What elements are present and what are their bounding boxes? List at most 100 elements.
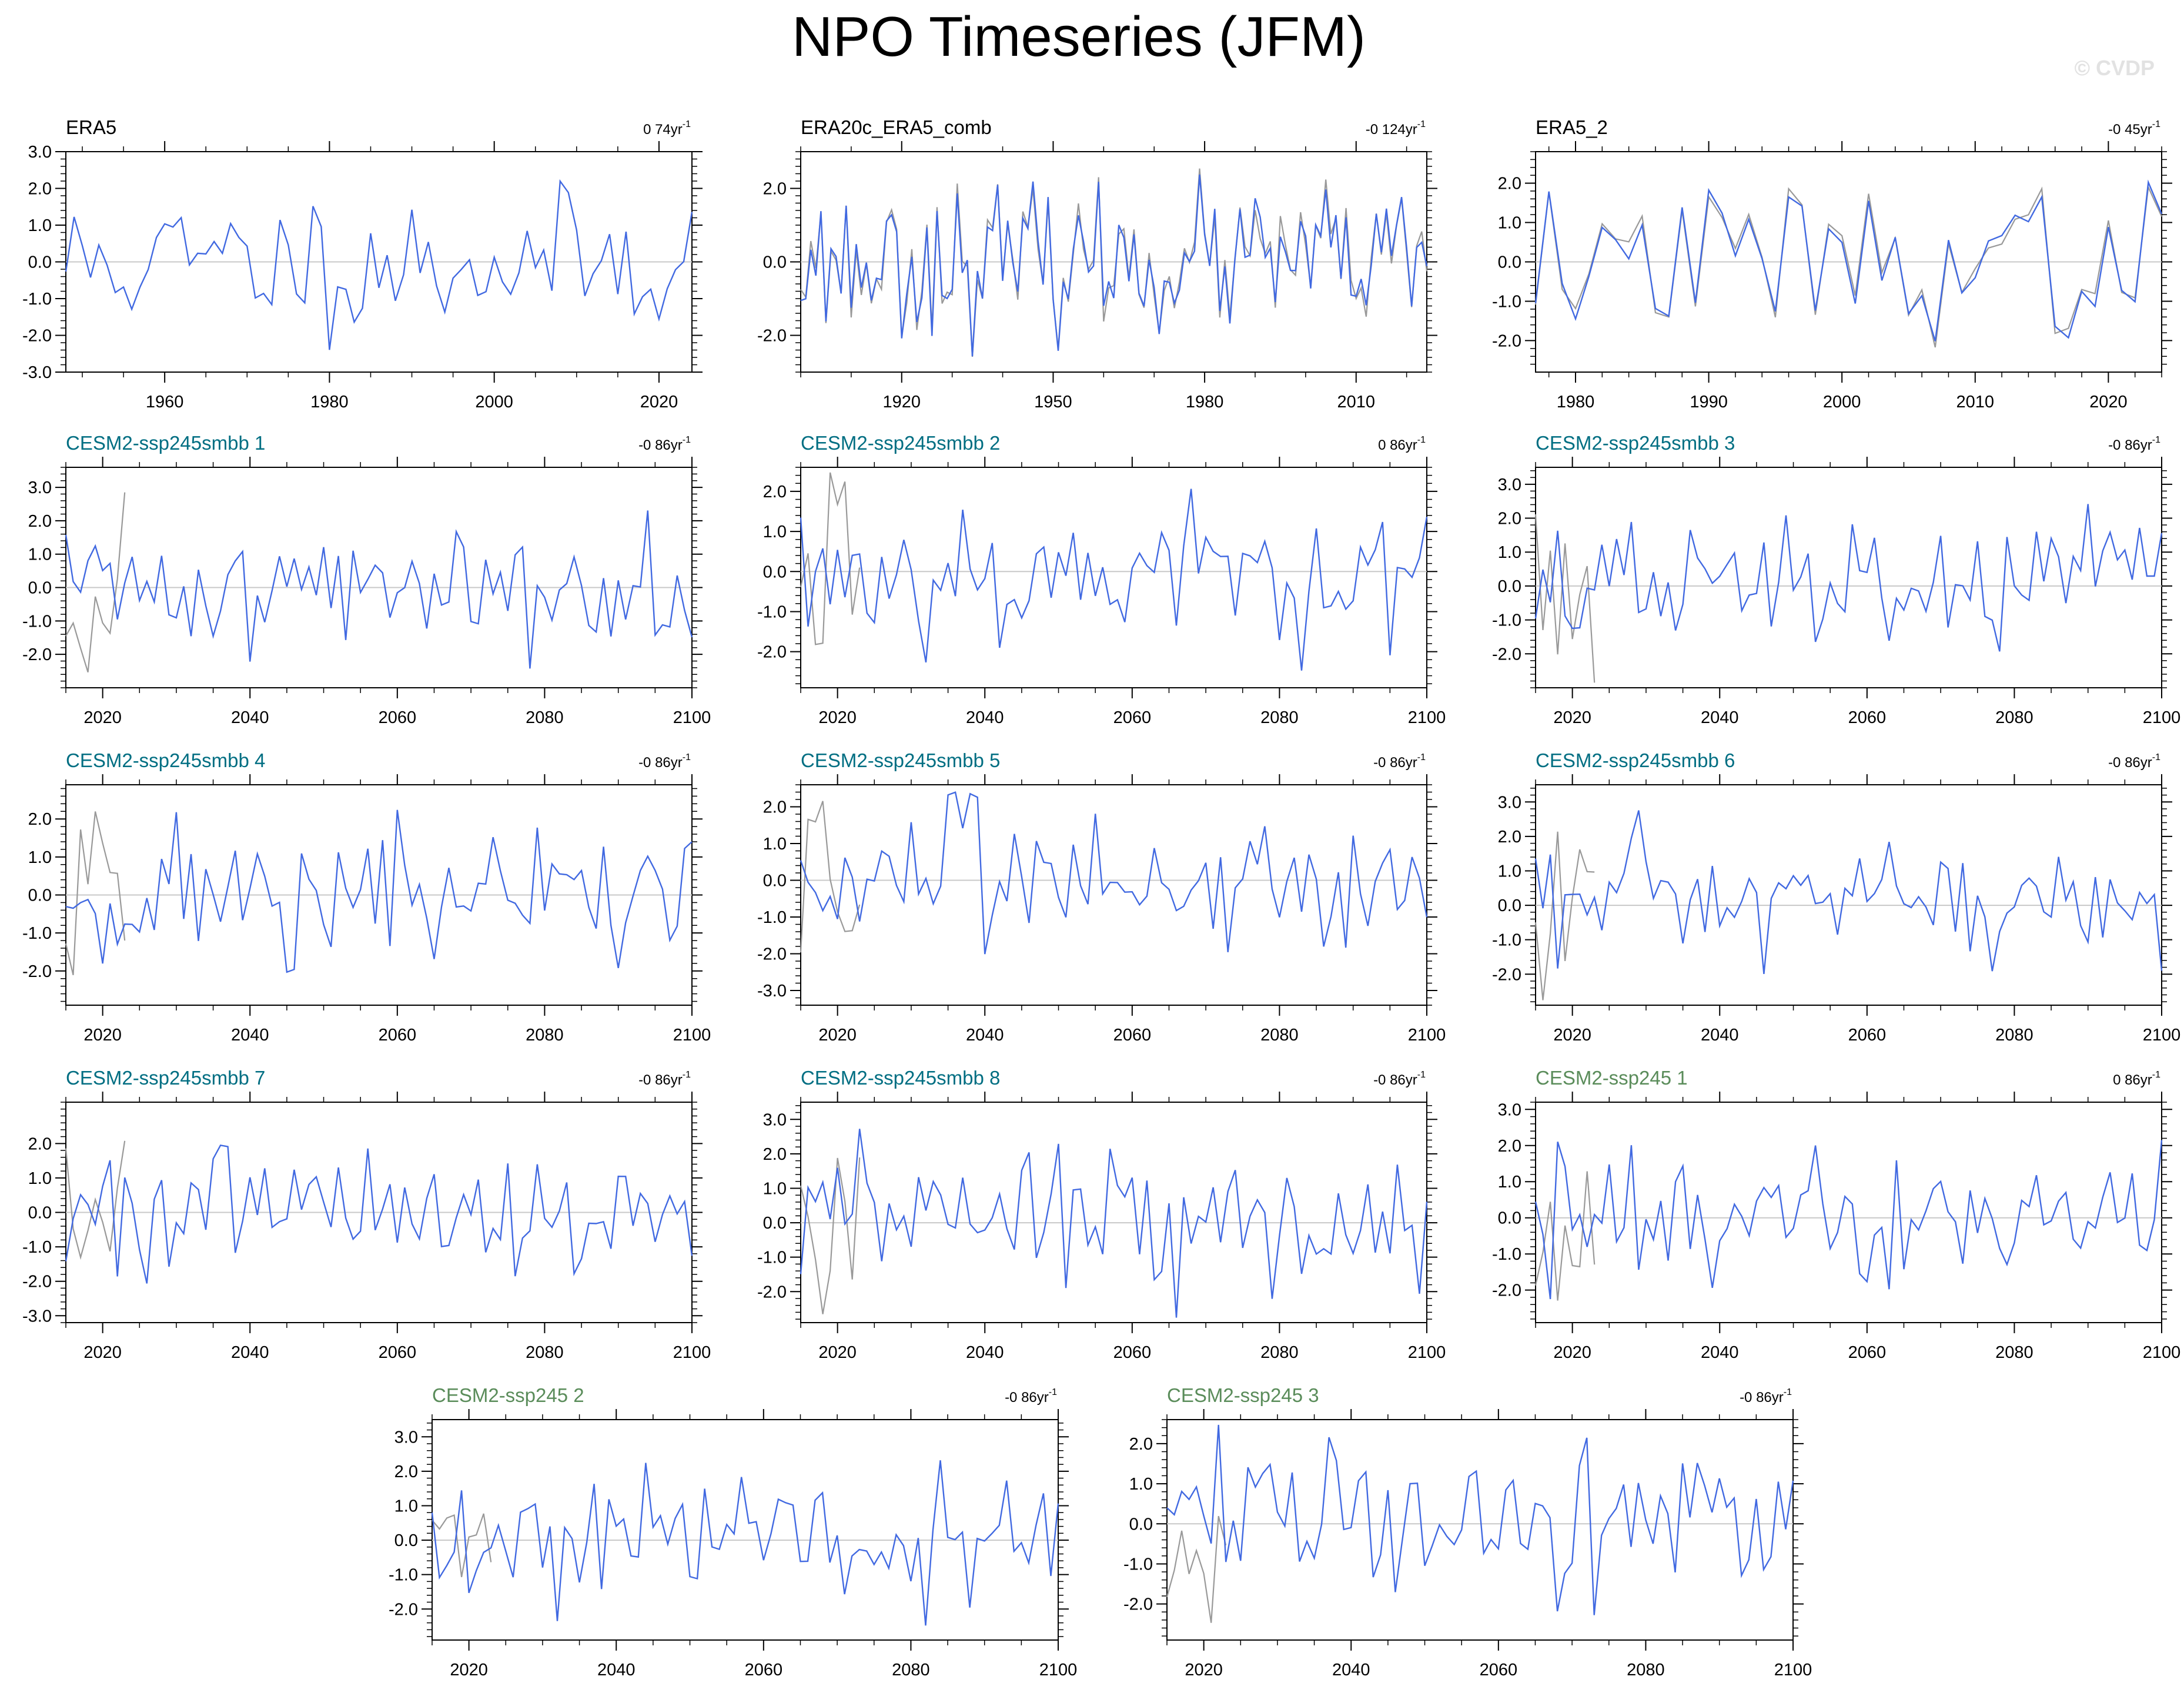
y-tick-label: 0.0 [28, 579, 52, 598]
y-tick-label: 1.0 [28, 848, 52, 867]
x-tick-label: 2020 [1553, 1343, 1591, 1362]
y-tick-label: -1.0 [1123, 1555, 1153, 1574]
y-tick-label: -1.0 [757, 603, 787, 621]
x-tick-label: 2020 [1185, 1661, 1223, 1679]
y-tick-label: 1.0 [28, 546, 52, 564]
y-tick-label: 3.0 [28, 478, 52, 497]
panel-13: CESM2-ssp245 2 -0 86yr-1 2020 2040 2060 2080 2… [389, 1384, 1077, 1679]
panel-6: CESM2-ssp245smbb 3 -0 86yr-1 2020 2040 2060 2… [1492, 432, 2180, 727]
x-tick-label: 2060 [1848, 708, 1887, 727]
x-tick-label: 2100 [2143, 708, 2181, 727]
y-tick-label: 1.0 [394, 1497, 418, 1515]
y-tick-label: 1.0 [1129, 1475, 1153, 1494]
y-tick-label: 2.0 [28, 180, 52, 199]
obs-series-line [65, 492, 126, 672]
y-tick-label: 2.0 [1498, 1137, 1521, 1156]
x-tick-label: 1920 [883, 393, 921, 411]
panel-1: ERA5 0 74yr-1 1960 1980 2000 2020 3.0 2.0 1.0 0.0… [22, 116, 703, 411]
x-tick-label: 2000 [475, 393, 513, 411]
panel-title: CESM2-ssp245smbb 5 [801, 749, 1000, 771]
y-tick-label: -1.0 [757, 1249, 787, 1267]
x-tick-label: 2020 [450, 1661, 488, 1679]
y-tick-label: 1.0 [763, 835, 787, 854]
x-tick-label: 2080 [1995, 1026, 2034, 1045]
x-tick-label: 2100 [1774, 1661, 1812, 1679]
series-line [1534, 1140, 2163, 1300]
plot-frame [800, 784, 1427, 1006]
y-tick-label: 0.0 [28, 886, 52, 905]
x-tick-label: 2100 [673, 1026, 711, 1045]
trend-label: -0 86yr-1 [638, 752, 691, 771]
x-tick-label: 2060 [1848, 1026, 1887, 1045]
x-tick-label: 2060 [1113, 708, 1152, 727]
y-tick-label: -1.0 [1492, 1245, 1521, 1264]
x-tick-label: 2060 [379, 1026, 417, 1045]
y-tick-label: 3.0 [1498, 476, 1521, 494]
y-tick-label: -2.0 [1123, 1595, 1153, 1614]
plot-frame [800, 1102, 1427, 1323]
x-tick-label: 2040 [231, 1026, 269, 1045]
panel-10: CESM2-ssp245smbb 7 -0 86yr-1 2020 2040 2060 2… [22, 1067, 711, 1362]
x-tick-label: 2060 [1848, 1343, 1887, 1362]
trend-label: -0 45yr-1 [2108, 119, 2160, 138]
x-tick-label: 2060 [379, 1343, 417, 1362]
x-tick-label: 2020 [1553, 708, 1591, 727]
x-tick-label: 2060 [379, 708, 417, 727]
plot-frame [1166, 1419, 1794, 1641]
x-tick-label: 2020 [818, 708, 857, 727]
y-tick-label: 0.0 [28, 1204, 52, 1223]
trend-label: -0 86yr-1 [1373, 1070, 1426, 1088]
x-tick-label: 2060 [1113, 1343, 1152, 1362]
y-tick-label: 1.0 [28, 1169, 52, 1188]
trend-label: -0 86yr-1 [2108, 435, 2160, 453]
x-tick-label: 1980 [1186, 393, 1224, 411]
x-tick-label: 2080 [526, 708, 564, 727]
obs-series-line [1534, 1171, 1596, 1301]
obs-series-line [800, 168, 1428, 357]
panel-2: ERA20c_ERA5_comb -0 124yr-1 1920 1950 1980 20… [757, 116, 1437, 411]
x-tick-label: 2080 [1995, 1343, 2034, 1362]
x-tick-label: 2020 [818, 1026, 857, 1045]
y-tick-label: -2.0 [757, 643, 787, 662]
obs-series-line [65, 811, 126, 975]
x-tick-label: 2040 [597, 1661, 636, 1679]
y-tick-label: -1.0 [389, 1566, 418, 1585]
y-tick-label: 0.0 [1498, 896, 1521, 915]
trend-label: -0 86yr-1 [638, 435, 691, 453]
y-tick-label: 3.0 [763, 1110, 787, 1129]
y-tick-label: -2.0 [1492, 645, 1521, 664]
watermark: © CVDP [2074, 56, 2155, 80]
y-tick-label: 2.0 [1498, 510, 1521, 528]
x-tick-label: 2020 [83, 1026, 122, 1045]
y-tick-label: -2.0 [757, 1283, 787, 1301]
figure-title: NPO Timeseries (JFM) [792, 5, 1366, 68]
y-tick-label: 2.0 [28, 1135, 52, 1153]
y-tick-label: 0.0 [1498, 1209, 1521, 1228]
y-tick-label: 2.0 [763, 180, 787, 199]
panel-8: CESM2-ssp245smbb 5 -0 86yr-1 2020 2040 2060 2… [757, 749, 1446, 1045]
panel-14: CESM2-ssp245 3 -0 86yr-1 2020 2040 2060 2080 2… [1123, 1384, 1812, 1679]
x-tick-label: 2020 [83, 708, 122, 727]
x-tick-label: 1990 [1690, 393, 1728, 411]
trend-label: -0 86yr-1 [1740, 1387, 1792, 1405]
series-line [800, 1129, 1428, 1318]
plot-frame [1535, 1102, 2162, 1323]
series-line [65, 1144, 693, 1284]
series-line [1166, 1424, 1794, 1615]
y-tick-label: 2.0 [394, 1463, 418, 1481]
x-tick-label: 2040 [966, 1026, 1004, 1045]
series-line [800, 791, 1428, 955]
y-tick-label: 0.0 [1498, 253, 1521, 272]
y-tick-label: 0.0 [763, 872, 787, 891]
y-tick-label: 3.0 [1498, 1100, 1521, 1119]
y-tick-label: -1.0 [22, 290, 52, 309]
panel-11: CESM2-ssp245smbb 8 -0 86yr-1 2020 2040 2060 2… [757, 1067, 1446, 1362]
y-tick-label: 2.0 [763, 798, 787, 817]
y-tick-label: -1.0 [22, 924, 52, 943]
panel-title: CESM2-ssp245smbb 6 [1536, 749, 1735, 771]
series-line [65, 510, 693, 669]
panel-4: CESM2-ssp245smbb 1 -0 86yr-1 2020 2040 2060 2… [22, 432, 711, 727]
trend-label: 0 86yr-1 [1378, 435, 1426, 453]
obs-series-line [1534, 831, 1595, 1000]
y-tick-label: 1.0 [1498, 862, 1521, 881]
